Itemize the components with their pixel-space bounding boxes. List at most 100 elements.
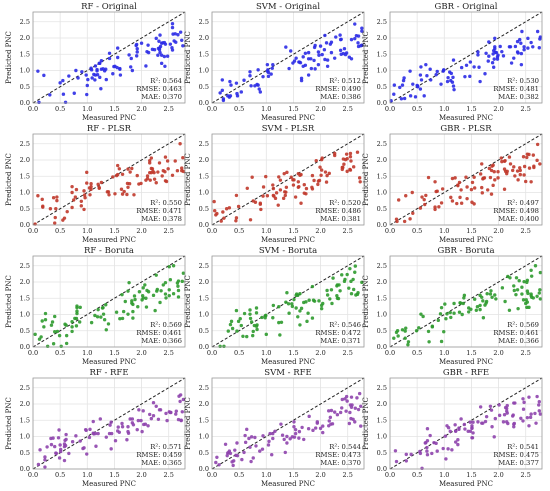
data-point: [126, 289, 130, 293]
data-point: [115, 163, 120, 168]
data-point: [218, 91, 222, 95]
y-tick-label: 2.0: [199, 278, 209, 286]
data-point: [402, 96, 407, 101]
data-point: [303, 51, 308, 55]
data-point: [51, 196, 56, 200]
data-point: [520, 29, 524, 34]
data-point: [313, 43, 317, 48]
data-point: [40, 319, 44, 323]
y-axis-label: Predicted PNC: [5, 153, 13, 206]
data-point: [317, 299, 321, 303]
data-point: [342, 162, 346, 166]
data-point: [53, 221, 57, 225]
y-tick-label: 0.0: [199, 99, 209, 107]
data-point: [342, 279, 347, 284]
data-point: [330, 301, 334, 306]
data-point: [520, 285, 524, 289]
data-point: [161, 283, 165, 287]
data-point: [347, 286, 351, 290]
data-point: [61, 92, 66, 96]
data-point: [460, 312, 464, 317]
data-point: [157, 161, 162, 165]
rmse-metric: RMSE: 0.461: [136, 329, 182, 337]
data-point: [107, 193, 111, 197]
data-point: [430, 451, 434, 456]
data-point: [116, 425, 120, 429]
y-tick-label: 2.5: [20, 18, 30, 26]
data-point: [99, 180, 104, 185]
y-tick-label: 1.5: [377, 172, 387, 180]
r2-metric: R²: 0.571: [150, 443, 182, 451]
y-tick-label: 1.0: [199, 67, 209, 75]
data-point: [114, 310, 119, 314]
data-point: [279, 320, 284, 324]
data-point: [74, 187, 79, 192]
data-point: [143, 283, 147, 287]
data-point: [496, 170, 500, 174]
data-point: [96, 182, 100, 187]
data-point: [67, 451, 71, 456]
data-point: [58, 447, 63, 452]
data-point: [445, 312, 449, 316]
data-point: [250, 175, 254, 179]
data-point: [263, 316, 267, 320]
data-point: [155, 287, 160, 292]
x-axis-label: Measured PNC: [261, 236, 315, 244]
data-point: [230, 326, 235, 331]
data-point: [491, 183, 495, 188]
data-point: [404, 194, 408, 198]
data-point: [522, 164, 527, 169]
subplot-2: 0.00.0 0.5 0.5 1.0 1.0 1.5 1.5 2.0 2.0 2.5 2.5 SVM …: [184, 2, 365, 122]
data-point: [489, 289, 493, 293]
plot-frame: [389, 377, 543, 470]
data-point: [111, 72, 115, 76]
data-point: [165, 418, 169, 423]
y-axis-label: Predicted PNC: [184, 275, 192, 328]
mae-metric: MAE: 0.382: [498, 93, 539, 101]
data-point: [178, 30, 183, 34]
x-tick-label: 0.0: [207, 227, 217, 235]
data-point: [163, 64, 167, 68]
data-point: [535, 29, 540, 34]
x-tick-label: 2.5: [343, 105, 353, 113]
rmse-metric: RMSE: 0.463: [136, 85, 182, 93]
data-point: [304, 186, 309, 191]
y-tick-label: 2.0: [377, 156, 387, 164]
data-point: [446, 75, 450, 80]
y-tick-label: 1.0: [20, 67, 30, 75]
data-point: [235, 94, 240, 98]
data-point: [85, 181, 89, 185]
x-tick-label: 0.0: [28, 471, 38, 479]
rmse-metric: RMSE: 0.486: [315, 207, 361, 215]
data-point: [418, 73, 423, 77]
data-point: [239, 323, 244, 328]
data-point: [503, 299, 507, 304]
data-point: [139, 418, 143, 423]
data-point: [349, 57, 354, 61]
r2-metric: R²: 0.512: [329, 77, 361, 85]
data-point: [49, 442, 54, 447]
data-point: [525, 415, 530, 420]
data-point: [480, 191, 484, 195]
data-point: [157, 48, 162, 52]
data-point: [455, 201, 459, 206]
data-point: [527, 152, 531, 157]
data-point: [98, 417, 103, 421]
x-tick-label: 0.5: [234, 471, 244, 479]
data-point: [38, 448, 42, 452]
y-tick-label: 0.5: [377, 449, 387, 457]
data-point: [302, 191, 306, 195]
data-point: [339, 37, 343, 41]
data-point: [229, 319, 234, 324]
data-point: [351, 277, 355, 282]
data-point: [301, 55, 305, 59]
y-tick-label: 0.0: [20, 221, 30, 229]
data-point: [106, 322, 111, 326]
data-point: [164, 411, 168, 416]
data-point: [526, 291, 530, 296]
data-point: [458, 195, 462, 200]
data-point: [329, 288, 334, 292]
data-point: [476, 420, 480, 424]
data-point: [245, 186, 249, 190]
data-point: [42, 73, 46, 78]
